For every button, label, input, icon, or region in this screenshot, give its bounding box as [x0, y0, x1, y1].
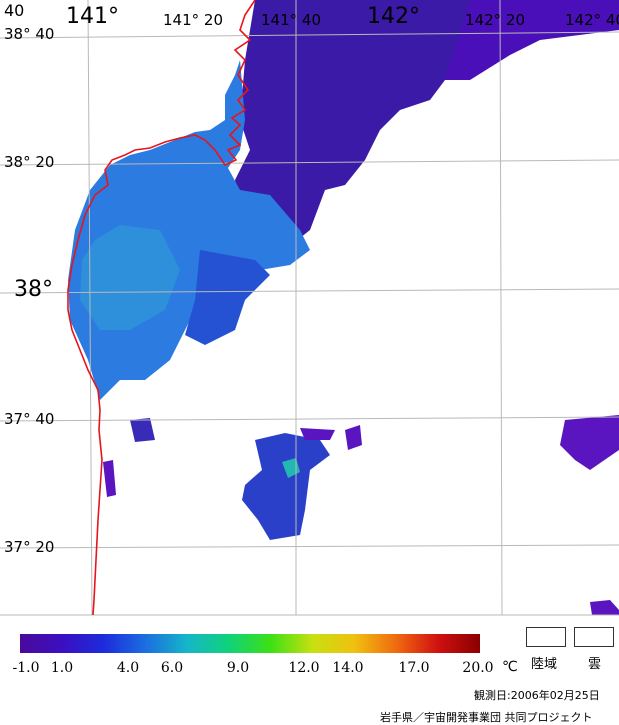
observation-date: 観測日:2006年02月25日	[474, 689, 600, 702]
parallel-line	[0, 31, 619, 39]
sst-coverage-layer	[68, 0, 619, 615]
land-legend-label: 陸域	[531, 657, 558, 672]
coastal-patch-south	[103, 460, 116, 497]
offshore-patch-east	[560, 415, 619, 470]
credit-line: 岩手県／宇宙開発事業団 共同プロジェクト	[380, 711, 593, 724]
latitude-label: 38° 20	[4, 153, 55, 171]
colorbar-tick-label: 12.0	[288, 660, 320, 676]
meridian-line	[87, 0, 93, 616]
longitude-label: 141°	[66, 4, 119, 29]
land-legend-swatch	[526, 627, 566, 647]
meridian-line	[499, 0, 503, 616]
parallel-line	[0, 544, 619, 549]
map-corner-label: 40	[4, 1, 25, 20]
latitude-label: 38° 40	[4, 25, 55, 43]
longitude-label: 141° 20	[163, 11, 223, 29]
temperature-colorbar	[20, 634, 480, 653]
longitude-label: 142°	[367, 4, 420, 29]
offshore-patch-small	[345, 425, 362, 450]
longitude-label: 142° 20	[465, 11, 525, 29]
offshore-patch-small	[300, 428, 335, 440]
cloud-legend-swatch	[574, 627, 614, 647]
colorbar-tick-label: 9.0	[226, 660, 250, 676]
sea-surface-temperature-map	[0, 0, 619, 616]
parallel-line	[0, 416, 619, 422]
colorbar-unit: ℃	[502, 659, 518, 675]
latitude-label: 37° 40	[4, 410, 55, 428]
colorbar-tick-label: 4.0	[116, 660, 140, 676]
graticule	[0, 0, 619, 616]
colorbar-tick-label: 1.0	[50, 660, 74, 676]
cold-water-region	[235, 0, 470, 250]
latitude-label: 37° 20	[4, 538, 55, 556]
colorbar-tick-label: 14.0	[332, 660, 364, 676]
offshore-patch-se	[590, 600, 619, 615]
coastal-patch-south	[130, 418, 155, 442]
offshore-patch	[242, 433, 330, 540]
latitude-label: 38°	[14, 277, 53, 302]
parallel-line	[0, 288, 619, 294]
longitude-label: 141° 40	[261, 11, 321, 29]
warm-water-core	[80, 225, 180, 330]
colorbar-tick-label: 6.0	[160, 660, 184, 676]
cold-water-region-ne	[445, 0, 619, 80]
cool-offshore-patch	[185, 250, 270, 345]
colorbar-tick-label: -1.0	[12, 660, 40, 676]
cloud-legend-label: 雲	[588, 657, 602, 672]
longitude-label: 142° 40	[565, 11, 619, 29]
parallel-line	[0, 159, 619, 166]
colorbar-tick-label: 17.0	[398, 660, 430, 676]
coastline	[67, 0, 256, 616]
colorbar-tick-label: 20.0	[462, 660, 494, 676]
